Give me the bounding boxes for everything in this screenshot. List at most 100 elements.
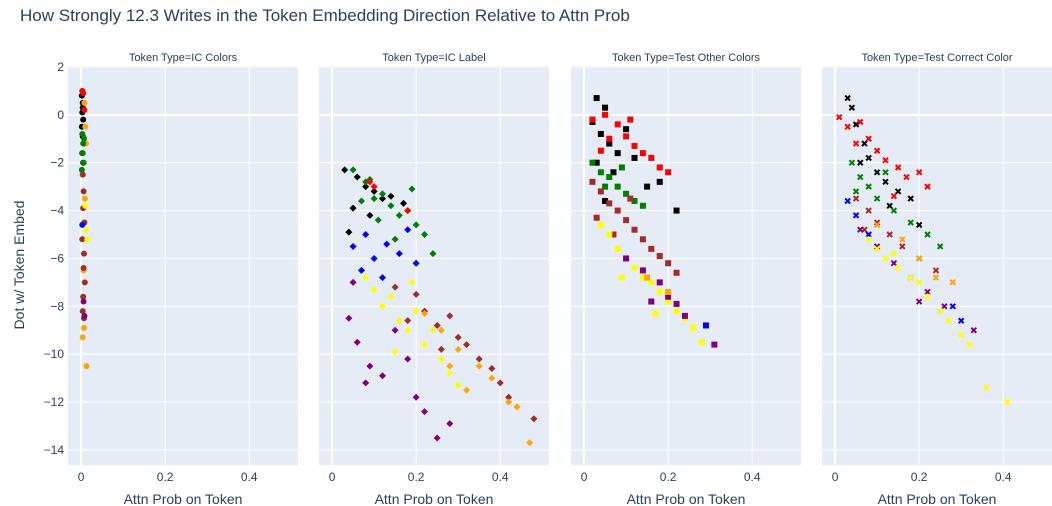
point <box>903 173 910 181</box>
point <box>80 188 87 195</box>
point <box>886 231 893 238</box>
point <box>873 245 881 253</box>
point <box>357 266 365 274</box>
point <box>702 322 709 329</box>
point <box>446 369 454 377</box>
point <box>957 317 965 324</box>
point <box>602 104 609 111</box>
point <box>378 195 386 203</box>
x-tick-label: 0.4 <box>492 470 509 484</box>
x-tick-label: 0.2 <box>660 470 677 484</box>
point <box>924 288 931 296</box>
point <box>82 123 89 130</box>
point <box>623 217 630 224</box>
point <box>894 264 902 272</box>
point <box>81 107 88 114</box>
point <box>80 159 87 166</box>
x-axis-label: Attn Prob on Token <box>878 491 997 506</box>
y-tick-label: −12 <box>44 395 65 409</box>
point <box>79 308 86 315</box>
point <box>648 154 655 161</box>
point <box>890 250 898 257</box>
point <box>391 348 399 356</box>
point <box>915 221 923 229</box>
point <box>665 293 672 300</box>
point <box>454 345 462 353</box>
point <box>644 274 651 281</box>
point <box>614 245 621 252</box>
point <box>349 166 357 174</box>
point <box>614 207 621 214</box>
point <box>81 99 88 106</box>
point <box>387 202 395 210</box>
point <box>966 341 973 348</box>
point <box>81 312 88 319</box>
point <box>861 140 868 147</box>
point <box>391 283 399 291</box>
point <box>639 267 646 274</box>
point <box>433 321 441 329</box>
point <box>852 121 860 128</box>
point <box>530 415 538 423</box>
point <box>915 298 923 305</box>
point <box>78 166 85 173</box>
point <box>366 362 374 370</box>
point <box>652 310 659 317</box>
point <box>357 197 365 205</box>
point <box>362 183 370 191</box>
point <box>673 269 680 276</box>
point <box>852 140 860 147</box>
point <box>475 355 483 363</box>
point <box>618 164 625 171</box>
y-tick-label: −4 <box>50 204 64 218</box>
point <box>437 355 445 363</box>
point <box>378 274 386 282</box>
figure-title: How Strongly 12.3 Writes in the Token Em… <box>20 6 630 25</box>
point <box>610 169 617 176</box>
y-tick-label: 0 <box>57 108 64 122</box>
point <box>412 393 420 401</box>
point <box>80 135 87 142</box>
point <box>84 236 91 243</box>
point <box>421 309 429 317</box>
x-tick-label: 0.4 <box>995 470 1012 484</box>
point <box>429 250 437 258</box>
point <box>446 312 454 320</box>
point <box>79 221 86 228</box>
point <box>610 231 617 238</box>
point <box>873 147 881 154</box>
plot-area <box>68 66 298 465</box>
point <box>711 341 718 348</box>
point <box>391 326 399 334</box>
point <box>345 314 353 322</box>
point <box>656 164 663 171</box>
point <box>623 133 630 140</box>
y-tick-label: −14 <box>44 443 65 457</box>
point <box>362 231 370 239</box>
x-axis-label: Attn Prob on Token <box>627 491 746 506</box>
point <box>378 372 386 380</box>
point <box>631 142 638 149</box>
point <box>836 114 843 121</box>
point <box>865 231 872 238</box>
point <box>894 188 902 195</box>
point <box>505 398 513 406</box>
point <box>865 154 872 162</box>
point <box>606 140 613 147</box>
point <box>945 317 952 324</box>
point <box>366 178 374 186</box>
point <box>890 260 898 267</box>
x-axis-label: Attn Prob on Token <box>375 491 494 506</box>
point <box>623 255 630 262</box>
point <box>597 221 604 228</box>
point <box>648 279 655 286</box>
point <box>623 190 630 197</box>
point <box>593 159 600 166</box>
point <box>631 197 638 204</box>
point <box>81 279 88 286</box>
point <box>681 312 688 319</box>
point <box>924 293 931 300</box>
point <box>463 386 471 394</box>
point <box>690 324 697 331</box>
point <box>454 333 462 341</box>
